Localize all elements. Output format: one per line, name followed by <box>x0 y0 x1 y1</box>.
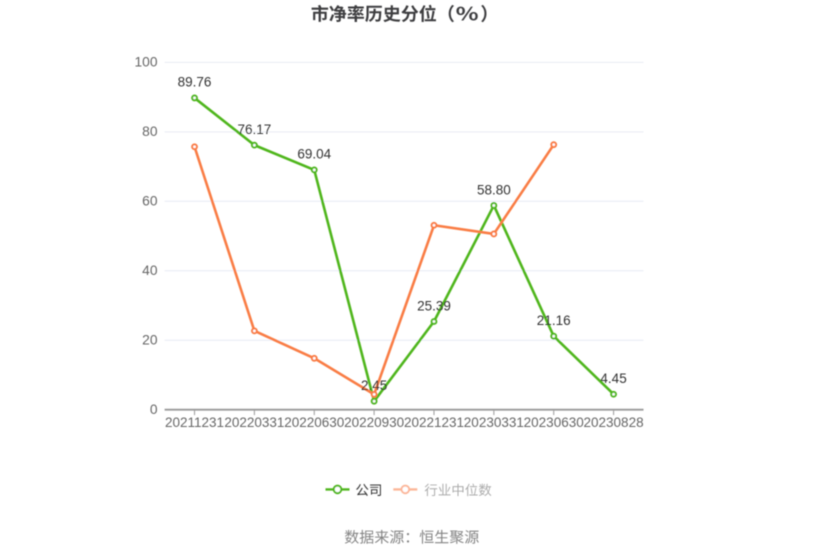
svg-text:20220630: 20220630 <box>284 415 344 430</box>
svg-text:20220930: 20220930 <box>344 415 404 430</box>
svg-text:20230630: 20230630 <box>524 415 584 430</box>
svg-text:20230331: 20230331 <box>464 415 524 430</box>
svg-text:76.17: 76.17 <box>237 122 271 137</box>
svg-text:2.45: 2.45 <box>361 378 387 393</box>
svg-text:20211231: 20211231 <box>165 415 224 430</box>
svg-text:25.39: 25.39 <box>417 298 451 313</box>
svg-text:4.45: 4.45 <box>600 371 626 386</box>
svg-text:100: 100 <box>134 55 157 70</box>
svg-text:20221231: 20221231 <box>404 415 464 430</box>
svg-text:80: 80 <box>142 124 158 139</box>
svg-text:20220331: 20220331 <box>224 415 284 430</box>
svg-text:0: 0 <box>150 402 158 417</box>
svg-text:89.76: 89.76 <box>178 75 212 90</box>
svg-text:58.80: 58.80 <box>477 182 511 197</box>
svg-text:60: 60 <box>142 194 158 209</box>
svg-text:20: 20 <box>142 333 158 348</box>
svg-text:21.16: 21.16 <box>537 313 571 328</box>
svg-text:20230828: 20230828 <box>584 415 644 430</box>
svg-text:40: 40 <box>142 263 158 278</box>
svg-text:69.04: 69.04 <box>297 147 331 162</box>
